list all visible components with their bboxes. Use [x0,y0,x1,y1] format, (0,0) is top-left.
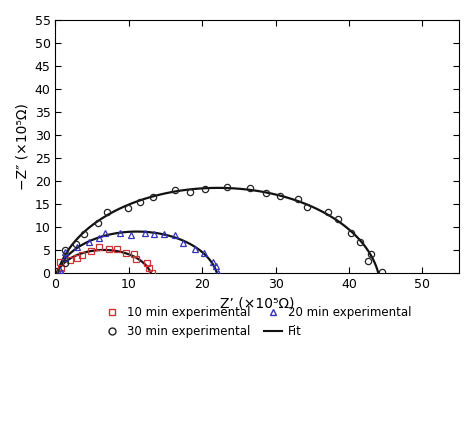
Legend: 10 min experimental, 30 min experimental, 20 min experimental, Fit: 10 min experimental, 30 min experimental… [98,302,416,343]
X-axis label: Z’ (×10⁵Ω): Z’ (×10⁵Ω) [220,296,294,310]
Y-axis label: −Z″ (×10⁵Ω): −Z″ (×10⁵Ω) [15,103,29,190]
